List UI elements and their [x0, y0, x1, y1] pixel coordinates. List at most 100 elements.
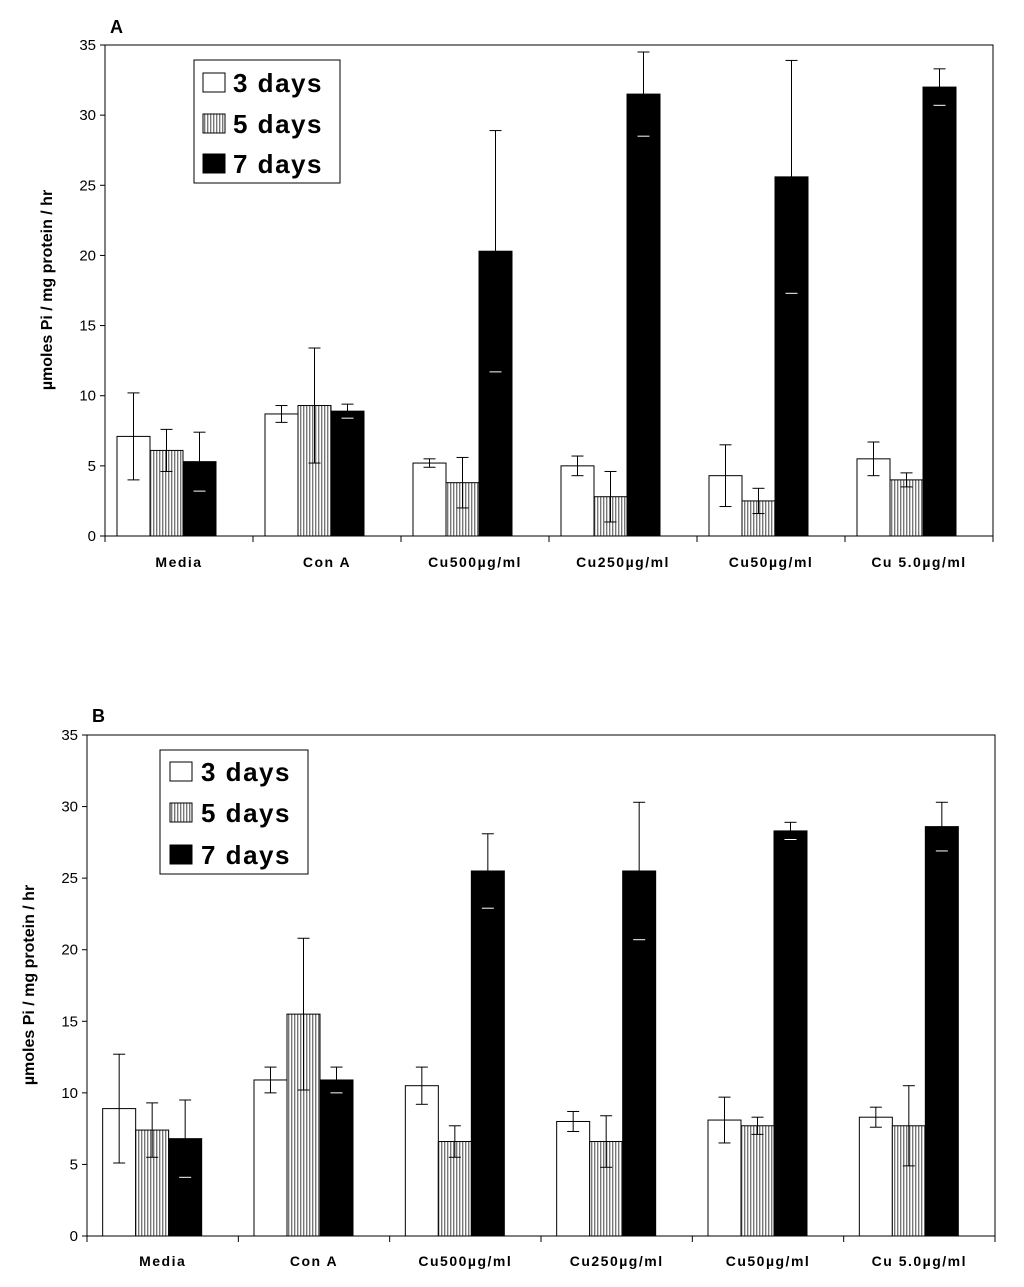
bar-7-days-2: [470, 870, 505, 1237]
bar-7-days-4: [773, 830, 808, 1237]
bar-3-days-2: [412, 462, 447, 537]
x-category-label: Cu250µg/ml: [570, 1253, 664, 1269]
error-bar: [481, 833, 494, 909]
error-bar: [113, 1053, 126, 1164]
error-bar: [567, 1110, 580, 1133]
error-bar: [179, 1099, 192, 1178]
bar-3-days-3: [560, 465, 595, 537]
y-axis-title-b: µmoles Pi / mg protein / hr: [21, 885, 38, 1085]
y-tick-label: 10: [61, 1085, 78, 1102]
legend-b: 3 days 5 days 7 days: [159, 749, 309, 875]
x-category-label: Cu250µg/ml: [576, 554, 670, 570]
legend-swatch-7-days: [202, 153, 226, 174]
error-bar: [571, 455, 584, 477]
y-tick-label: 10: [79, 388, 96, 405]
x-category-label: Cu500µg/ml: [428, 554, 522, 570]
x-category-label: Con A: [303, 554, 351, 570]
x-category-label: Cu500µg/ml: [418, 1253, 512, 1269]
legend-swatch-5-days: [202, 113, 226, 134]
error-bar: [330, 1066, 343, 1094]
legend-label-3-days: 3 days: [201, 757, 291, 787]
error-bar: [935, 801, 948, 852]
legend-label-5-days: 5 days: [201, 798, 291, 828]
y-tick-label: 0: [88, 528, 96, 545]
bar-3-days-2: [404, 1085, 439, 1237]
error-bar: [193, 431, 206, 492]
bar-5-days-2: [437, 1141, 472, 1237]
bar-5-days-5: [889, 479, 924, 537]
bar-7-days-3: [626, 93, 661, 537]
error-bar: [600, 1115, 613, 1168]
error-bar: [264, 1066, 277, 1094]
legend-swatch-7-days: [169, 844, 193, 865]
legend-swatch-5-days: [169, 802, 193, 823]
y-tick-label: 35: [79, 37, 96, 54]
bar-5-days-4: [740, 1125, 775, 1237]
chart-panel-a: A µmoles Pi / mg protein / hr 0 5 10 15 20 25…: [39, 17, 994, 570]
y-tick-label: 30: [61, 799, 78, 816]
x-category-label: Cu 5.0µg/ml: [872, 1253, 967, 1269]
legend-label-7-days: 7 days: [201, 840, 291, 870]
y-tick-label: 35: [61, 727, 78, 744]
bar-7-days-1: [330, 410, 365, 537]
x-category-label: Cu50µg/ml: [726, 1253, 811, 1269]
legend-swatch-3-days: [169, 761, 193, 782]
error-bar: [784, 821, 797, 840]
error-bar: [902, 1085, 915, 1167]
error-bar: [146, 1102, 159, 1158]
bar-7-days-1: [319, 1079, 354, 1237]
error-bar: [160, 428, 173, 472]
error-bar: [423, 458, 436, 468]
panel-letter-a: A: [110, 17, 123, 37]
error-bar: [275, 405, 288, 423]
error-bar: [127, 392, 140, 481]
y-tick-label: 15: [61, 1013, 78, 1030]
x-category-label: Cu 5.0µg/ml: [871, 554, 966, 570]
error-bar: [637, 51, 650, 137]
error-bar: [933, 68, 946, 106]
error-bar: [448, 1125, 461, 1158]
x-category-label: Con A: [290, 1253, 338, 1269]
error-bar: [308, 347, 321, 464]
error-bar: [604, 470, 617, 523]
error-bar: [297, 937, 310, 1091]
y-tick-label: 5: [70, 1156, 78, 1173]
error-bar: [900, 472, 913, 488]
bar-7-days-5: [924, 826, 959, 1237]
error-bar: [415, 1066, 428, 1105]
error-bar: [869, 1106, 882, 1128]
error-bar: [785, 59, 798, 294]
legend-a: 3 days 5 days 7 days: [193, 59, 341, 184]
error-bar: [718, 1096, 731, 1144]
y-tick-label: 20: [61, 942, 78, 959]
legend-label-3-days: 3 days: [233, 68, 323, 98]
y-axis-title-a: µmoles Pi / mg protein / hr: [39, 190, 56, 390]
error-bar: [752, 487, 765, 515]
bar-3-days-1: [253, 1079, 288, 1237]
error-bar: [489, 130, 502, 373]
error-bar: [719, 444, 732, 508]
legend-swatch-3-days: [202, 72, 226, 93]
error-bar: [456, 456, 469, 509]
legend-label-5-days: 5 days: [233, 109, 323, 139]
bar-3-days-5: [858, 1116, 893, 1237]
y-tick-label: 20: [79, 247, 96, 264]
error-bar: [341, 403, 354, 419]
error-bar: [867, 441, 880, 477]
error-bar: [751, 1116, 764, 1135]
legend-label-7-days: 7 days: [233, 149, 323, 179]
x-category-label: Cu50µg/ml: [729, 554, 814, 570]
chart-panel-b: B µmoles Pi / mg protein / hr 0 5 10 15 20 25…: [21, 706, 996, 1269]
bar-7-days-5: [922, 86, 957, 537]
panel-letter-b: B: [92, 706, 105, 726]
error-bar: [633, 801, 646, 941]
x-category-label: Media: [139, 1253, 186, 1269]
x-category-label: Media: [155, 554, 202, 570]
y-tick-label: 25: [61, 870, 78, 887]
y-tick-label: 0: [70, 1228, 78, 1245]
bar-3-days-3: [556, 1120, 591, 1237]
y-tick-label: 15: [79, 318, 96, 335]
y-tick-label: 30: [79, 107, 96, 124]
y-tick-label: 25: [79, 177, 96, 194]
